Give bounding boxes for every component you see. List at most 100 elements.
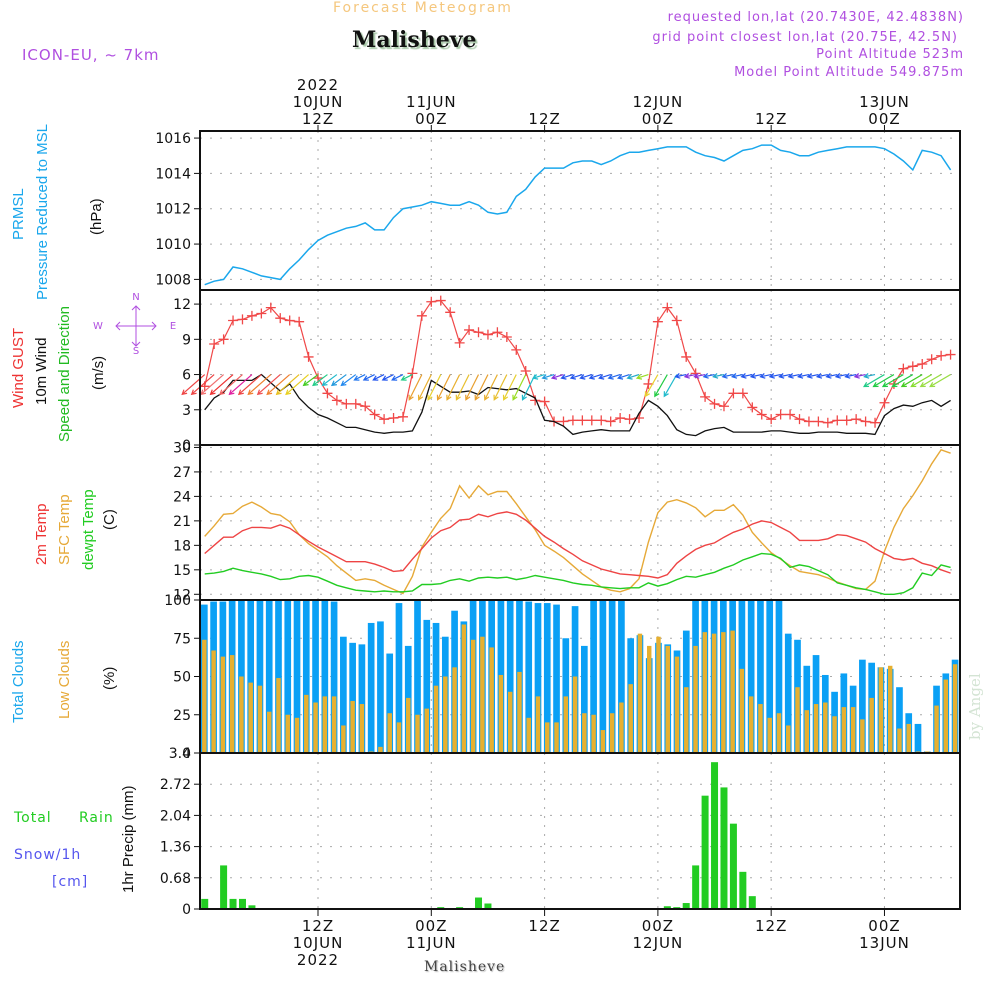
total-clouds-bar — [340, 636, 347, 752]
y-tick-label: 1016 — [155, 131, 191, 147]
total-clouds-bar — [534, 603, 542, 752]
total-clouds-bar — [256, 600, 264, 752]
wind-direction-arrow — [532, 373, 545, 380]
gust-marker — [832, 415, 843, 426]
gust-marker — [898, 363, 909, 374]
total-clouds-bar — [608, 600, 616, 752]
low-clouds-bar — [433, 685, 439, 752]
wind-direction-arrow — [190, 374, 215, 396]
gust-marker — [331, 395, 342, 406]
wind-direction-arrow — [891, 374, 914, 388]
low-clouds-bar — [257, 685, 263, 752]
wind-direction-arrow — [635, 373, 649, 380]
total-clouds-bar — [377, 621, 384, 752]
low-clouds-bar — [646, 645, 652, 752]
wind-direction-arrow — [929, 374, 951, 388]
y-tick-label: 2.04 — [160, 808, 191, 824]
y-tick-label: 75 — [173, 631, 191, 647]
gust-marker — [907, 361, 918, 372]
low-clouds-bar — [359, 704, 365, 752]
wind-direction-arrow — [302, 374, 319, 387]
time-label-bottom: 00Z — [868, 917, 901, 935]
gust-marker — [539, 396, 550, 407]
total-clouds-bar — [757, 600, 764, 752]
total-clouds-bar — [275, 600, 282, 752]
wind-direction-arrow — [759, 373, 772, 379]
low-clouds-bar — [517, 671, 522, 752]
requested-coords: requested lon,lat (20.7430E, 42.4838N) — [667, 10, 964, 25]
total-clouds-bar — [747, 600, 755, 752]
total-clouds-bar — [525, 601, 533, 752]
y-tick-label: 15 — [173, 563, 191, 579]
wind-direction-arrow — [275, 374, 300, 396]
gust-marker — [803, 416, 814, 427]
time-label-top: 00Z — [641, 110, 675, 128]
low-clouds-bar — [526, 717, 531, 752]
precip-snow-label: Snow/1h — [14, 847, 82, 863]
gust-marker — [275, 313, 286, 324]
gust-marker — [813, 416, 824, 427]
gust-marker — [350, 398, 361, 409]
panel-frame — [199, 130, 961, 291]
low-clouds-bar — [563, 696, 569, 752]
y-tick-label: 3 — [182, 403, 191, 419]
total-clouds-bar — [506, 600, 514, 752]
time-label-bottom: 12Z — [754, 917, 788, 935]
total-clouds-bar — [562, 638, 570, 752]
wind-direction-arrow — [778, 373, 791, 379]
precip-snow-unit: [cm] — [52, 874, 89, 890]
wind-direction-arrow — [353, 374, 366, 381]
low-clouds-bar — [480, 636, 485, 752]
low-clouds-bar — [498, 674, 504, 752]
wind-direction-arrow — [900, 374, 923, 388]
low-clouds-bar — [730, 630, 735, 752]
low-clouds-bar — [285, 714, 290, 752]
low-clouds-bar — [461, 624, 467, 752]
precip-rain-label: Rain — [79, 810, 114, 826]
precip-bar — [692, 865, 700, 909]
wind-direction-arrow — [598, 373, 611, 380]
wind-direction-arrow — [455, 374, 470, 401]
time-label-bottom: 12Z — [528, 917, 561, 935]
wind-direction-arrow — [834, 373, 847, 379]
wind-direction-arrow — [285, 374, 309, 396]
total-clouds-bar — [238, 600, 245, 752]
gust-marker — [681, 351, 692, 362]
wind-direction-arrow — [844, 373, 857, 379]
wind-direction-arrow — [340, 374, 357, 387]
time-label-top: 13JUN — [859, 93, 910, 111]
low-clouds-bar — [424, 708, 429, 752]
low-clouds-bar — [313, 702, 318, 752]
low-clouds-bar — [850, 707, 856, 752]
low-clouds-bar — [470, 639, 476, 752]
gust-marker — [209, 339, 220, 350]
low-clouds-bar — [396, 722, 402, 752]
low-clouds-bar — [795, 687, 800, 752]
y-tick-label: 3.4 — [169, 746, 191, 762]
low-clouds-bar — [925, 751, 930, 752]
wind-direction-arrow — [408, 374, 423, 401]
wind-direction-arrow — [721, 373, 734, 379]
precip-bar — [201, 898, 209, 909]
gust-marker — [464, 324, 475, 335]
gust-marker — [228, 315, 239, 326]
gust-marker — [530, 395, 541, 406]
model-label: ICON-EU, ~ 7km — [22, 46, 160, 64]
gust-marker — [728, 388, 739, 399]
gust-marker — [511, 344, 522, 355]
total-clouds-bar — [284, 600, 292, 752]
wind-direction-arrow — [417, 374, 432, 401]
y-tick-label: 0.68 — [160, 871, 191, 887]
low-clouds-bar — [776, 713, 782, 752]
y-tick-label: 9 — [182, 332, 191, 348]
y-tick-label: 0 — [182, 746, 191, 762]
wind-direction-arrow — [712, 373, 725, 379]
low-clouds-bar — [943, 679, 949, 752]
wind-direction-arrow — [493, 374, 508, 401]
precip-bar — [220, 865, 228, 909]
wind-direction-arrow — [446, 374, 461, 401]
time-label-top: 2022 — [296, 76, 340, 94]
wind-direction-arrow — [247, 374, 272, 396]
y-tick-label: 6 — [182, 368, 191, 384]
low-clouds-bar — [322, 696, 328, 752]
